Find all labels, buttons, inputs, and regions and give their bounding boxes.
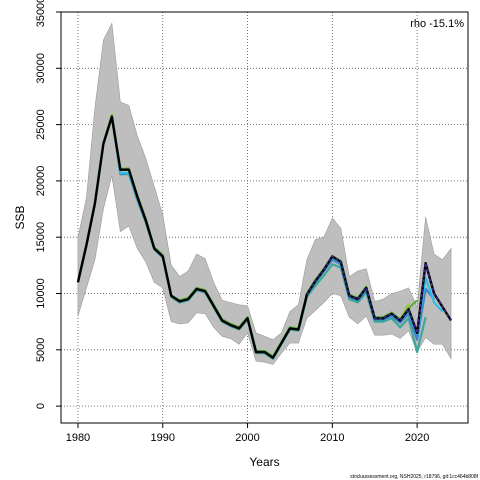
x-axis-title: Years [249,455,279,469]
y-tick-label: 20000 [35,166,47,197]
y-axis-title: SSB [13,205,27,229]
y-axis: 0 5000 10000 15000 20000 25000 30000 35000 [35,0,61,409]
y-tick-label: 35000 [35,0,47,27]
plot-frame [60,11,469,424]
series-layer [76,113,453,360]
y-tick-label: 0 [35,403,47,409]
y-tick-label: 25000 [35,109,47,140]
x-tick-label: 1980 [66,432,90,444]
x-axis: 1980 1990 2000 2010 2020 [66,423,429,444]
x-tick-label: 1990 [151,432,175,444]
x-tick-label: 2000 [235,432,259,444]
footer-credit: stockassessment.org, NSH2025, r18796, gi… [350,474,478,480]
confidence-band [77,22,452,365]
y-tick-label: 5000 [35,338,47,362]
series-dashed-overlay [306,255,452,334]
confidence-band-layer [77,22,452,365]
x-tick-label: 2010 [320,432,344,444]
y-tick-label: 30000 [35,53,47,84]
y-tick-label: 10000 [35,278,47,309]
x-tick-label: 2020 [405,432,429,444]
y-tick-label: 15000 [35,222,47,253]
rho-annotation: rho -15.1% [410,18,464,30]
